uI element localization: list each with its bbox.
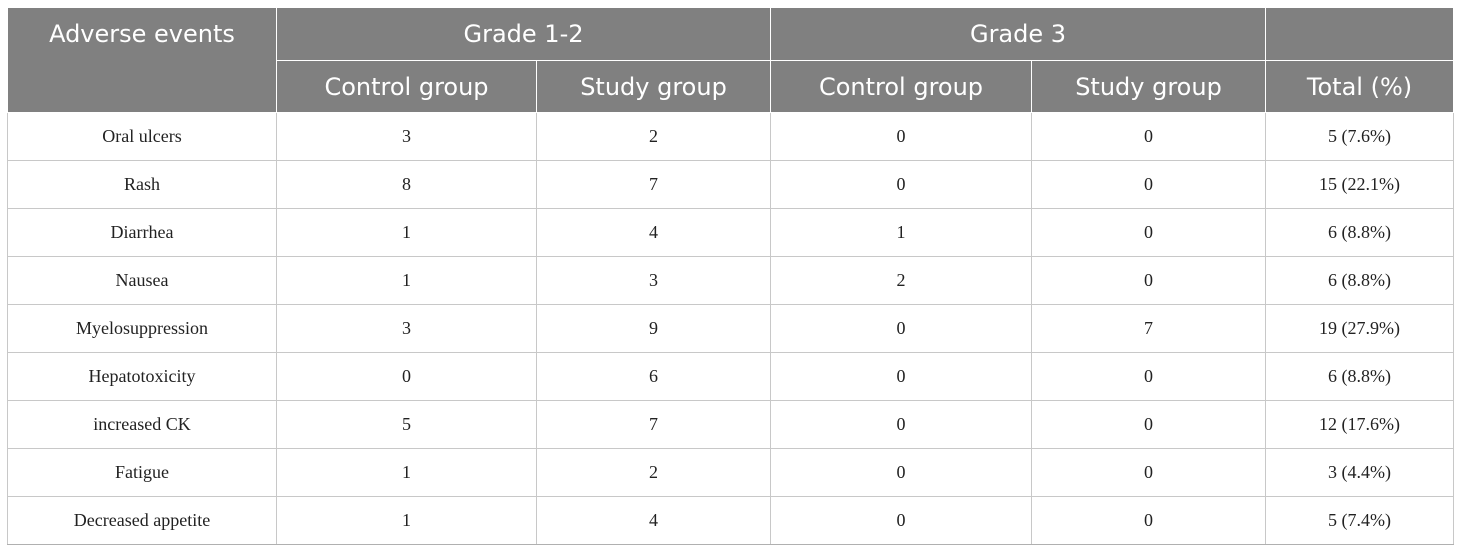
cell-g12-control: 8: [276, 160, 537, 209]
cell-g12-control: 1: [276, 448, 537, 497]
header-grade-3: Grade 3: [769, 7, 1267, 61]
cell-g3-study: 0: [1030, 352, 1267, 401]
cell-total: 5 (7.6%): [1265, 112, 1455, 161]
cell-g3-control: 2: [770, 256, 1032, 305]
cell-g3-study: 0: [1030, 112, 1267, 161]
cell-g3-control: 0: [770, 304, 1032, 353]
cell-g12-study: 9: [536, 304, 771, 353]
cell-event: Fatigue: [7, 448, 277, 497]
cell-g3-study: 0: [1030, 496, 1267, 545]
header-row-groups: Adverse events Grade 1-2 Grade 3: [7, 7, 1455, 113]
cell-g3-study: 0: [1030, 208, 1267, 257]
cell-event: Decreased appetite: [7, 496, 277, 545]
cell-g12-control: 5: [276, 400, 537, 449]
table-row: Hepatotoxicity 0 6 0 0 6 (8.8%): [7, 352, 1455, 401]
table-row: Rash 8 7 0 0 15 (22.1%): [7, 160, 1455, 209]
header-total: Total (%): [1265, 60, 1455, 113]
table-row: Fatigue 1 2 0 0 3 (4.4%): [7, 448, 1455, 497]
cell-event: Nausea: [7, 256, 277, 305]
cell-event: Hepatotoxicity: [7, 352, 277, 401]
cell-event: Rash: [7, 160, 277, 209]
header-g3-control-group: Control group: [770, 60, 1032, 113]
header-empty: [1265, 7, 1455, 61]
cell-total: 5 (7.4%): [1265, 496, 1455, 545]
cell-g12-control: 1: [276, 496, 537, 545]
cell-g12-study: 2: [536, 112, 771, 161]
cell-g12-control: 1: [276, 256, 537, 305]
cell-total: 3 (4.4%): [1265, 448, 1455, 497]
cell-g12-study: 6: [536, 352, 771, 401]
cell-g12-study: 2: [536, 448, 771, 497]
cell-g3-study: 0: [1030, 256, 1267, 305]
cell-g12-study: 3: [536, 256, 771, 305]
table-row: increased CK 5 7 0 0 12 (17.6%): [7, 400, 1455, 449]
cell-g3-control: 0: [770, 160, 1032, 209]
cell-g3-control: 0: [770, 496, 1032, 545]
cell-event: Oral ulcers: [7, 112, 277, 161]
table-row: Nausea 1 3 2 0 6 (8.8%): [7, 256, 1455, 305]
cell-g3-control: 0: [770, 400, 1032, 449]
cell-g3-control: 0: [770, 112, 1032, 161]
header-g12-study-group: Study group: [536, 60, 771, 113]
cell-total: 6 (8.8%): [1265, 256, 1455, 305]
table-row: Myelosuppression 3 9 0 7 19 (27.9%): [7, 304, 1455, 353]
cell-event: Myelosuppression: [7, 304, 277, 353]
cell-g3-study: 0: [1030, 160, 1267, 209]
cell-g3-study: 0: [1030, 448, 1267, 497]
table-row: Decreased appetite 1 4 0 0 5 (7.4%): [7, 496, 1455, 545]
table-row: Diarrhea 1 4 1 0 6 (8.8%): [7, 208, 1455, 257]
cell-g12-control: 0: [276, 352, 537, 401]
cell-g12-control: 3: [276, 304, 537, 353]
cell-total: 6 (8.8%): [1265, 352, 1455, 401]
cell-g3-study: 0: [1030, 400, 1267, 449]
cell-g3-control: 0: [770, 352, 1032, 401]
table-row: Oral ulcers 3 2 0 0 5 (7.6%): [7, 112, 1455, 161]
cell-g12-control: 1: [276, 208, 537, 257]
cell-g12-study: 4: [536, 496, 771, 545]
cell-g12-study: 7: [536, 400, 771, 449]
cell-total: 15 (22.1%): [1265, 160, 1455, 209]
cell-g3-control: 0: [770, 448, 1032, 497]
header-g3-study-group: Study group: [1030, 60, 1267, 113]
header-adverse-events: Adverse events: [7, 7, 277, 113]
adverse-events-table: Adverse events Grade 1-2 Grade 3 Control…: [7, 7, 1455, 545]
header-row-columns: Control group Study group Control group …: [8, 60, 1455, 113]
header-g12-control-group: Control group: [276, 60, 537, 113]
cell-g3-control: 1: [770, 208, 1032, 257]
cell-event: Diarrhea: [7, 208, 277, 257]
cell-total: 12 (17.6%): [1265, 400, 1455, 449]
cell-g12-control: 3: [276, 112, 537, 161]
cell-total: 6 (8.8%): [1265, 208, 1455, 257]
header-grade-1-2: Grade 1-2: [276, 7, 771, 61]
cell-total: 19 (27.9%): [1265, 304, 1455, 353]
cell-g3-study: 7: [1030, 304, 1267, 353]
cell-event: increased CK: [7, 400, 277, 449]
cell-g12-study: 4: [536, 208, 771, 257]
cell-g12-study: 7: [536, 160, 771, 209]
